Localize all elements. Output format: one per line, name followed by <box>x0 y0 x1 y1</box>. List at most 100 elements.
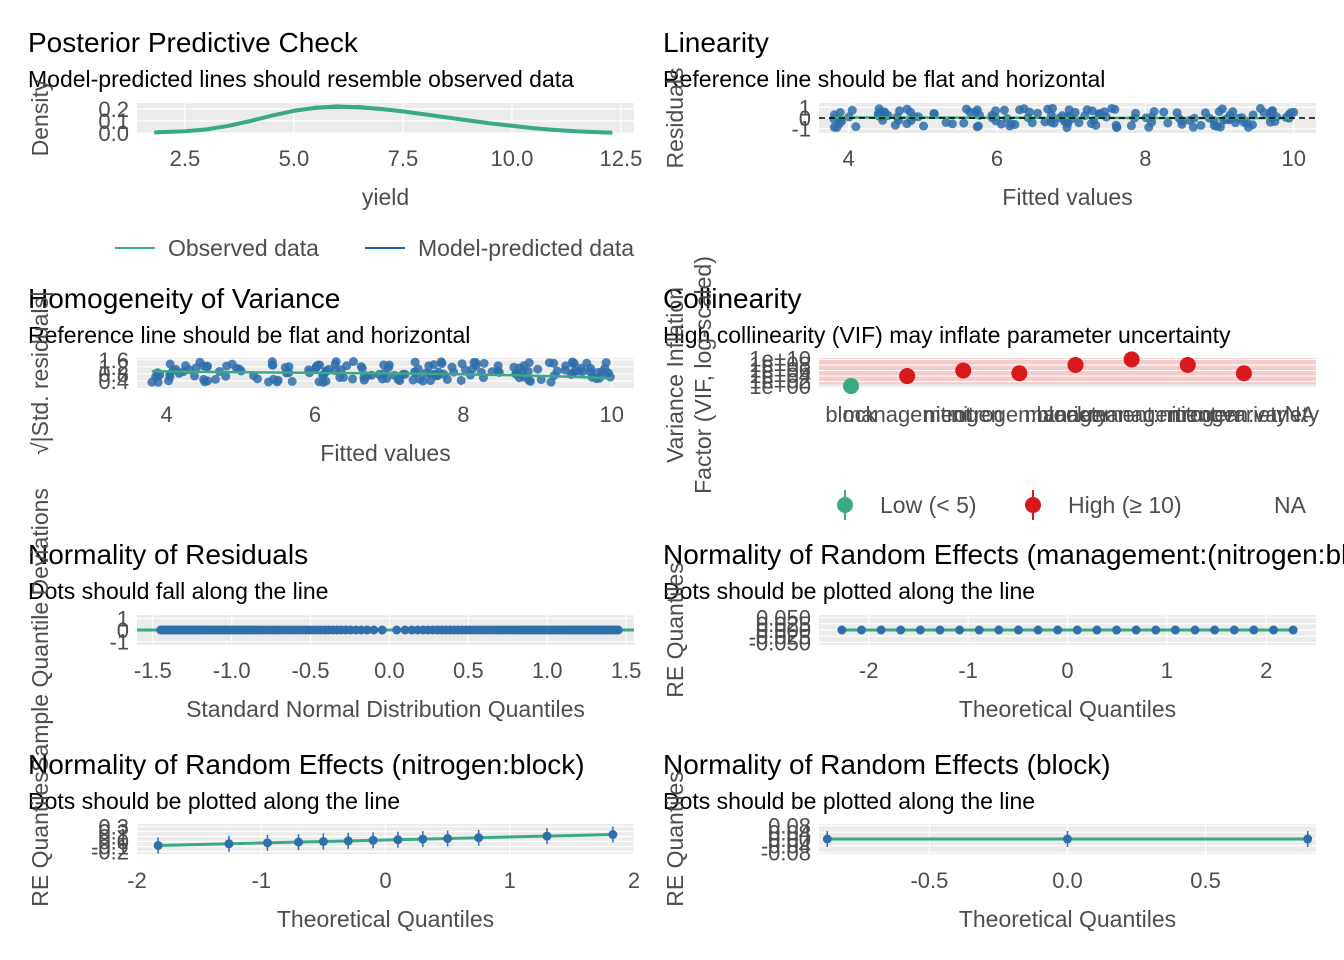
residual-point <box>153 371 163 381</box>
residual-point <box>533 364 543 374</box>
y-tick-label: 0.4 <box>98 369 129 394</box>
x-tick-label: nitrogen:variety <box>1169 402 1319 427</box>
residual-point <box>1040 117 1050 127</box>
qq-point <box>1151 625 1161 635</box>
x-axis-label: Standard Normal Distribution Quantiles <box>186 696 585 722</box>
x-tick-label: 2 <box>628 868 640 893</box>
qq-point <box>392 625 402 635</box>
panel-title: Normality of Random Effects (block) <box>663 749 1111 780</box>
residual-point <box>919 121 929 131</box>
y-axis-label: Factor (VIF, log-scaled) <box>690 256 716 494</box>
residual-point <box>1172 108 1182 118</box>
residual-point <box>429 360 439 370</box>
qq-point <box>935 625 945 635</box>
x-tick-label: -0.5 <box>292 658 330 683</box>
qq-point <box>1170 625 1180 635</box>
y-axis-label: Variance Inflation <box>662 287 688 463</box>
qq-point <box>822 834 832 844</box>
residual-point <box>959 118 969 128</box>
x-axis-label: Theoretical Quantiles <box>277 906 494 932</box>
y-tick-label: 0.025 <box>756 612 811 637</box>
panel-title: Linearity <box>663 27 769 58</box>
y-tick-label: 1.2 <box>98 355 129 380</box>
residual-point <box>568 358 578 368</box>
panel-subtitle: Reference line should be flat and horizo… <box>28 322 470 348</box>
y-tick-label: 0.8 <box>98 362 129 387</box>
qq-point <box>974 625 984 635</box>
residual-point <box>415 374 425 384</box>
residual-point <box>1228 107 1238 117</box>
residual-point <box>280 362 290 372</box>
y-tick-label: 1e+04 <box>749 363 811 388</box>
qq-point <box>1190 625 1200 635</box>
residual-point <box>1111 120 1121 130</box>
qq-point <box>1131 625 1141 635</box>
residual-point <box>509 362 519 372</box>
qq-point <box>369 625 379 635</box>
residual-point <box>357 363 367 373</box>
residual-point <box>1010 119 1020 129</box>
qq-point <box>224 839 234 849</box>
residual-point <box>1095 109 1105 119</box>
x-tick-label: 8 <box>1139 146 1151 171</box>
y-tick-label: 0.2 <box>98 97 129 122</box>
x-tick-label: 6 <box>309 402 321 427</box>
vif-point <box>899 368 916 385</box>
x-tick-label: 0 <box>379 868 391 893</box>
residual-point <box>929 108 939 118</box>
qq-point <box>1072 625 1082 635</box>
qq-point <box>896 625 906 635</box>
residual-point <box>456 375 466 385</box>
qq-point <box>994 625 1004 635</box>
y-tick-label: 0.0 <box>98 121 129 146</box>
x-tick-label: nitrogen <box>923 402 1003 427</box>
panel-subtitle: High collinearity (VIF) may inflate para… <box>663 322 1231 348</box>
y-tick-label: 1e+10 <box>749 346 811 371</box>
residual-point <box>348 357 358 367</box>
qq-point <box>262 838 272 848</box>
residual-point <box>585 367 595 377</box>
residual-point <box>190 371 200 381</box>
qq-point <box>608 830 618 840</box>
y-tick-label: 1.6 <box>98 348 129 373</box>
residual-point <box>1163 118 1173 128</box>
y-tick-label: 0 <box>117 618 129 643</box>
x-tick-label: 1.5 <box>611 658 642 683</box>
qq-point <box>1269 625 1279 635</box>
residual-point <box>1149 107 1159 117</box>
residual-point <box>999 105 1009 115</box>
y-tick-label: 0.1 <box>98 825 129 850</box>
y-tick-label: 0.08 <box>768 814 811 839</box>
x-tick-label: 1 <box>1161 658 1173 683</box>
qq-point <box>418 834 428 844</box>
residual-point <box>379 360 389 370</box>
vif-point <box>1235 365 1252 382</box>
panel-homogeneity: Homogeneity of Variance Reference line sh… <box>27 283 634 466</box>
residual-point <box>947 119 957 129</box>
qq-point <box>856 625 866 635</box>
qq-point <box>474 833 484 843</box>
x-tick-label: block <box>825 402 877 427</box>
legend-label-high: High (≥ 10) <box>1068 492 1182 518</box>
y-tick-label: 0.1 <box>98 109 129 134</box>
y-tick-label: -0.050 <box>749 631 811 656</box>
x-tick-label: 8 <box>457 402 469 427</box>
qq-point <box>400 625 410 635</box>
residual-point <box>1268 106 1278 116</box>
panel-normality: Normality of Residuals Dots should fall a… <box>27 488 641 772</box>
residual-point <box>561 361 571 371</box>
panel-title: Posterior Predictive Check <box>28 27 359 58</box>
x-tick-label: 10 <box>600 402 624 427</box>
y-tick-label: 1e+00 <box>749 374 811 399</box>
panel-subtitle: Dots should be plotted along the line <box>28 788 400 814</box>
residual-point <box>1062 123 1072 133</box>
legend-label-predicted: Model-predicted data <box>418 235 634 261</box>
qq-point <box>368 835 378 845</box>
residual-point <box>902 104 912 114</box>
residual-point <box>408 375 418 385</box>
residual-point <box>287 376 297 386</box>
qq-point <box>542 831 552 841</box>
y-tick-label: -0.025 <box>749 624 811 649</box>
y-axis-label: RE Quantiles <box>27 771 53 907</box>
residual-point <box>525 376 535 386</box>
